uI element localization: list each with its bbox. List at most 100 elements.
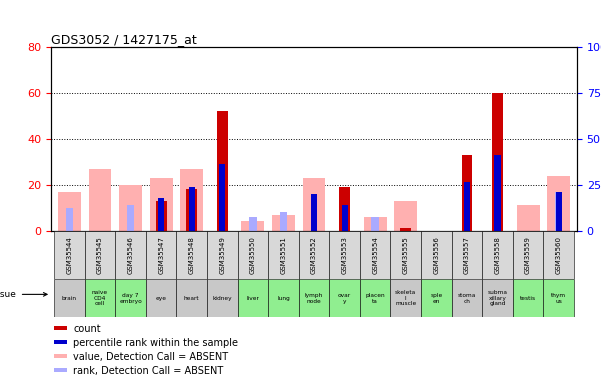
Bar	[513, 231, 543, 279]
Bar	[517, 206, 540, 231]
Bar	[400, 228, 411, 231]
Text: GSM35550: GSM35550	[250, 236, 256, 274]
Text: lung: lung	[277, 296, 290, 301]
Bar	[177, 231, 207, 279]
Text: GSM35544: GSM35544	[67, 236, 73, 274]
Bar	[394, 201, 417, 231]
Bar	[341, 206, 347, 231]
Text: heart: heart	[184, 296, 200, 301]
Bar	[464, 182, 470, 231]
Bar	[543, 231, 574, 279]
Text: day 7
embryо: day 7 embryо	[119, 293, 142, 303]
Bar	[555, 192, 562, 231]
Text: GSM35549: GSM35549	[219, 236, 225, 274]
Bar	[207, 279, 237, 317]
Text: percentile rank within the sample: percentile rank within the sample	[73, 338, 238, 348]
Text: GSM35546: GSM35546	[127, 236, 133, 274]
Text: testis: testis	[520, 296, 536, 301]
Text: GSM35548: GSM35548	[189, 236, 195, 274]
Text: GSM35555: GSM35555	[403, 236, 409, 274]
Bar	[299, 279, 329, 317]
Bar	[54, 231, 85, 279]
Text: GSM35556: GSM35556	[433, 236, 439, 274]
Bar	[85, 231, 115, 279]
Bar	[237, 231, 268, 279]
Text: GSM35559: GSM35559	[525, 236, 531, 274]
Text: GSM35545: GSM35545	[97, 236, 103, 274]
Bar	[543, 279, 574, 317]
Text: sple
en: sple en	[430, 293, 442, 303]
Bar	[66, 208, 73, 231]
Bar	[329, 279, 360, 317]
Bar	[462, 155, 472, 231]
Bar	[58, 192, 81, 231]
Bar	[53, 340, 67, 344]
Text: value, Detection Call = ABSENT: value, Detection Call = ABSENT	[73, 352, 228, 362]
Bar	[88, 169, 111, 231]
Bar	[146, 231, 177, 279]
Bar	[547, 176, 570, 231]
Text: stoma
ch: stoma ch	[458, 293, 476, 303]
Bar	[495, 155, 501, 231]
Bar	[268, 231, 299, 279]
Bar	[421, 279, 451, 317]
Text: GSM35553: GSM35553	[341, 236, 347, 274]
Bar	[371, 217, 379, 231]
Text: GSM35551: GSM35551	[281, 236, 287, 274]
Text: kidney: kidney	[213, 296, 232, 301]
Bar	[53, 326, 67, 330]
Bar	[555, 192, 563, 231]
Bar	[237, 279, 268, 317]
Bar	[451, 231, 482, 279]
Text: rank, Detection Call = ABSENT: rank, Detection Call = ABSENT	[73, 366, 224, 375]
Bar	[272, 214, 295, 231]
Text: skeleta
l
muscle: skeleta l muscle	[395, 290, 416, 306]
Text: brain: brain	[62, 296, 77, 301]
Bar	[119, 185, 142, 231]
Bar	[249, 217, 257, 231]
Bar	[177, 279, 207, 317]
Bar	[207, 231, 237, 279]
Text: GSM35557: GSM35557	[464, 236, 470, 274]
Bar	[115, 279, 146, 317]
Bar	[242, 221, 264, 231]
Text: subma
xillary
gland: subma xillary gland	[487, 290, 507, 306]
Bar	[299, 231, 329, 279]
Bar	[329, 231, 360, 279]
Text: placen
ta: placen ta	[365, 293, 385, 303]
Bar	[391, 279, 421, 317]
Bar	[189, 187, 195, 231]
Bar	[492, 93, 503, 231]
Text: GSM35560: GSM35560	[555, 236, 561, 274]
Bar	[482, 231, 513, 279]
Text: count: count	[73, 324, 101, 334]
Bar	[302, 178, 326, 231]
Bar	[53, 354, 67, 358]
Bar	[186, 189, 197, 231]
Bar	[421, 231, 451, 279]
Bar	[115, 231, 146, 279]
Text: lymph
node: lymph node	[305, 293, 323, 303]
Bar	[150, 178, 172, 231]
Bar	[180, 169, 203, 231]
Text: GSM35547: GSM35547	[158, 236, 164, 274]
Text: GSM35552: GSM35552	[311, 236, 317, 274]
Bar	[360, 231, 391, 279]
Bar	[339, 187, 350, 231]
Bar	[54, 279, 85, 317]
Text: GSM35554: GSM35554	[372, 236, 378, 274]
Text: naive
CD4
cell: naive CD4 cell	[92, 290, 108, 306]
Bar	[364, 217, 386, 231]
Bar	[127, 206, 135, 231]
Bar	[146, 279, 177, 317]
Bar	[156, 201, 166, 231]
Bar	[219, 164, 225, 231]
Bar	[53, 368, 67, 372]
Text: tissue: tissue	[0, 290, 47, 299]
Text: eye: eye	[156, 296, 166, 301]
Text: GDS3052 / 1427175_at: GDS3052 / 1427175_at	[51, 33, 197, 46]
Bar	[311, 194, 317, 231]
Bar	[268, 279, 299, 317]
Bar	[451, 279, 482, 317]
Text: ovar
y: ovar y	[338, 293, 351, 303]
